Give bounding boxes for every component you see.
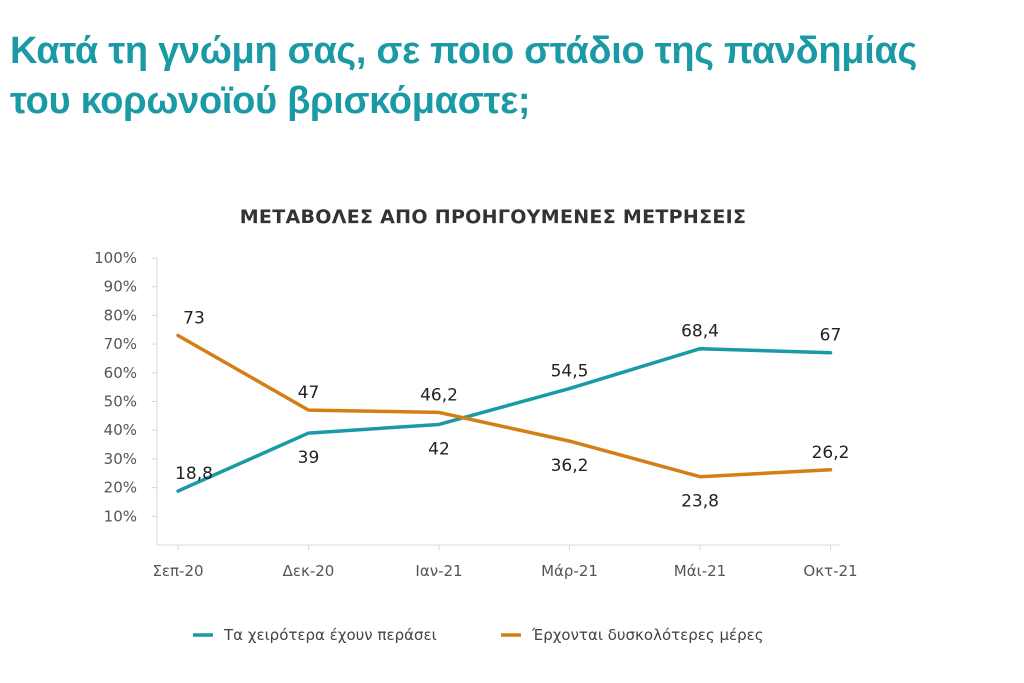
data-label-series-2: 46,2 xyxy=(420,385,458,405)
data-label-series-2: 47 xyxy=(298,383,320,403)
page-title: Κατά τη γνώμη σας, σε ποιο στάδιο της πα… xyxy=(10,26,1010,126)
x-tick-label: Μάι-21 xyxy=(674,562,726,580)
data-label-series-2: 26,2 xyxy=(812,443,850,463)
y-tick-label: 10% xyxy=(104,507,137,525)
y-tick-label: 70% xyxy=(104,335,137,353)
legend-label-1: Τα χειρότερα έχουν περάσει xyxy=(223,626,437,644)
y-tick-label: 60% xyxy=(104,364,137,382)
x-tick-label: Σεπ-20 xyxy=(152,562,203,580)
data-label-series-1: 42 xyxy=(428,439,450,459)
data-label-series-1: 18,8 xyxy=(175,464,213,484)
y-tick-label: 50% xyxy=(104,393,137,411)
y-tick-label: 90% xyxy=(104,278,137,296)
series-line-2 xyxy=(176,333,833,479)
x-tick-label: Δεκ-20 xyxy=(283,562,335,580)
legend-label-2: Έρχονται δυσκολότερες μέρες xyxy=(531,626,764,644)
data-label-series-2: 23,8 xyxy=(681,492,719,512)
data-label-series-1: 54,5 xyxy=(551,362,589,382)
data-label-series-2: 73 xyxy=(183,308,205,328)
y-tick-label: 40% xyxy=(104,421,137,439)
data-label-series-2: 36,2 xyxy=(551,456,589,476)
page-title-line-2: του κορωνοϊού βρισκόμαστε; xyxy=(10,80,531,122)
x-tick-label: Οκτ-21 xyxy=(803,562,857,580)
y-tick-label: 100% xyxy=(94,249,137,267)
data-label-series-1: 67 xyxy=(820,326,842,346)
x-tick-label: Μάρ-21 xyxy=(541,562,598,580)
chart-title: ΜΕΤΑΒΟΛΕΣ ΑΠΟ ΠΡΟΗΓΟΥΜΕΝΕΣ ΜΕΤΡΗΣΕΙΣ xyxy=(239,206,747,228)
series-line-1 xyxy=(176,346,833,493)
y-tick-label: 80% xyxy=(104,306,137,324)
y-tick-label: 20% xyxy=(104,479,137,497)
data-label-series-1: 39 xyxy=(298,448,320,468)
x-tick-label: Ιαν-21 xyxy=(415,562,462,580)
y-tick-label: 30% xyxy=(104,450,137,468)
page-title-line-1: Κατά τη γνώμη σας, σε ποιο στάδιο της πα… xyxy=(10,30,917,72)
data-label-series-1: 68,4 xyxy=(681,322,719,342)
